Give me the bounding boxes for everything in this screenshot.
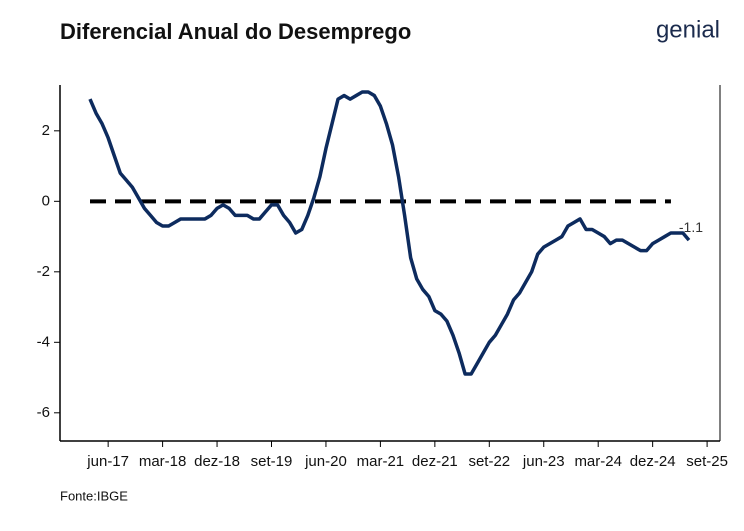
x-tick-label: mar-21 (357, 453, 405, 470)
y-tick-label: -4 (37, 333, 50, 350)
y-tick-label: -6 (37, 404, 50, 421)
x-tick-label: set-22 (468, 453, 510, 470)
y-tick-label: 2 (42, 122, 50, 139)
x-tick-label: jun-20 (304, 453, 347, 470)
x-tick-label: mar-24 (574, 453, 622, 470)
x-tick-label: set-19 (251, 453, 293, 470)
x-tick-label: dez-24 (630, 453, 676, 470)
x-tick-label: dez-18 (194, 453, 240, 470)
x-tick-label: dez-21 (412, 453, 458, 470)
x-tick-label: jun-17 (86, 453, 129, 470)
data-label: -1.1 (679, 219, 703, 235)
line-series (88, 90, 691, 376)
x-tick-label: set-25 (686, 453, 728, 470)
source-note: Fonte:IBGE (60, 488, 128, 503)
x-tick-label: mar-18 (139, 453, 187, 470)
y-tick-label: -2 (37, 263, 50, 280)
chart-title: Diferencial Anual do Desemprego (60, 19, 411, 44)
y-tick-label: 0 (42, 192, 50, 209)
brand-logo: genial (656, 16, 720, 43)
x-tick-label: jun-23 (522, 453, 565, 470)
